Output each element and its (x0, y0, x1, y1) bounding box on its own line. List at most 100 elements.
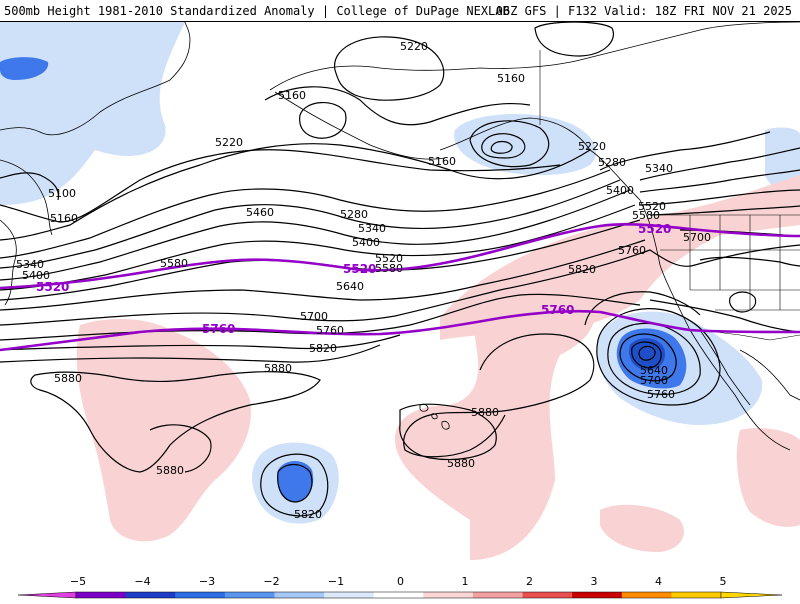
contour-label: 5700 (640, 374, 668, 387)
coastline-baja (699, 329, 751, 406)
contour-label: 5220 (215, 136, 243, 149)
contour-label: 5520 (375, 252, 403, 265)
coastline-kamchatka (0, 159, 53, 236)
contour-label: 5880 (471, 406, 499, 419)
contour-california-low-4 (631, 341, 662, 369)
contour-label: 5880 (156, 464, 184, 477)
legend-swatch (324, 592, 375, 598)
contour-5220-alaska (334, 36, 445, 101)
contour-5160-gulf-core (490, 140, 513, 154)
highlight-label: 5520 (36, 280, 69, 294)
darker-negative-core (629, 338, 666, 370)
contour-label: 5640 (336, 280, 364, 293)
contour-california-low-5 (638, 345, 656, 361)
contour-5760-highlight (0, 309, 800, 352)
contour-label: 5220 (400, 40, 428, 53)
contour-label: 5160 (50, 212, 78, 225)
contour-label: 5700 (683, 231, 711, 244)
legend-tick-label: 3 (591, 575, 598, 588)
legend-swatch (373, 592, 424, 598)
contour-5340 (0, 179, 621, 269)
contour-label: 5580 (632, 209, 660, 222)
legend-arrow-high (720, 591, 783, 599)
anomaly-area-east-ridge (395, 284, 596, 560)
contour-label: 5880 (264, 362, 292, 375)
anomaly-core-northwest (0, 57, 49, 80)
contour-5100 (0, 172, 60, 201)
legend-tick-label: 1 (462, 575, 469, 588)
anomaly-area-southeast (736, 428, 800, 527)
contour-rockies-small (729, 291, 757, 313)
contour-label: 5580 (160, 257, 188, 270)
contour-5160-gulf-outer (469, 120, 550, 168)
legend-swatch (125, 592, 176, 598)
anomaly-center-california (629, 338, 666, 370)
contour-5160-gulf-inner (481, 133, 526, 159)
contour-5820 (0, 344, 381, 363)
contour-california-low-3 (619, 333, 677, 382)
contour-label: 5880 (447, 457, 475, 470)
contour-label: 5640 (640, 364, 668, 377)
contour-label: 5820 (294, 508, 322, 521)
contour-label: 5400 (352, 236, 380, 249)
legend-arrow-low (17, 591, 77, 599)
legend-swatch (472, 592, 524, 598)
contour-label: 5820 (568, 263, 596, 276)
contour-label: 5340 (16, 258, 44, 271)
contour-label: 5280 (598, 156, 626, 169)
contour-5400 (0, 189, 631, 281)
contour-5640 (0, 244, 800, 326)
contour-5820-low-inner (277, 463, 313, 503)
contour-label: 5820 (309, 342, 337, 355)
contour-5880-south (149, 424, 212, 473)
highlight-label: 5760 (202, 322, 235, 336)
contour-5460 (0, 204, 636, 291)
contour-label: 5760 (316, 324, 344, 337)
header: 500mb Height 1981-2010 Standardized Anom… (0, 0, 800, 22)
contour-label: 5160 (497, 72, 525, 85)
coastline-asia (0, 22, 191, 136)
highlight-contours (0, 223, 800, 352)
legend-tick-label: 5 (720, 575, 727, 588)
contour-5820-low-outer (260, 453, 329, 517)
map-panel: 5220 5160 5160 5160 5160 5220 5220 5280 … (0, 22, 800, 568)
run-info: 06Z GFS | F132 Valid: 18Z FRI NOV 21 202… (495, 4, 792, 18)
contour-5880-west (30, 371, 321, 473)
contour-label: 5100 (48, 187, 76, 200)
legend-swatch (423, 592, 474, 598)
legend-tick-label: 2 (526, 575, 533, 588)
coastlines (0, 22, 800, 451)
highlight-labels: 5520 5520 5520 5760 5760 (36, 222, 671, 336)
contour-5580-east (649, 205, 800, 216)
contour-5760 (0, 334, 401, 351)
contour-label: 5400 (606, 184, 634, 197)
contour-label: 5760 (618, 244, 646, 257)
legend-tick-label: −5 (70, 575, 86, 588)
contour-5880-east (403, 333, 595, 458)
contour-labels: 5220 5160 5160 5160 5160 5220 5220 5280 … (16, 40, 711, 521)
coastline-alaska (269, 22, 800, 91)
contour-5400-east (639, 169, 800, 193)
coastline-mexico (739, 349, 800, 401)
legend-swatch (671, 592, 722, 598)
legend-tick-label: −4 (134, 575, 150, 588)
contour-5160-bering (264, 86, 531, 126)
legend-swatch (224, 592, 275, 598)
legend-tick-label: 0 (397, 575, 404, 588)
contour-5220 (0, 143, 591, 241)
legend-tick-label: 4 (655, 575, 662, 588)
legend-swatch (76, 592, 127, 598)
contour-label: 5160 (428, 155, 456, 168)
contour-label: 5700 (300, 310, 328, 323)
contour-5520-highlight (0, 223, 800, 290)
coastline-alaska-south (439, 117, 641, 201)
legend-swatch (274, 592, 325, 598)
anomaly-core-mid-pacific (277, 461, 314, 502)
contour-5160-aleutian (299, 102, 347, 139)
contour-label: 5580 (375, 262, 403, 275)
contour-5580 (0, 239, 646, 311)
contour-label: 5400 (22, 269, 50, 282)
legend-tick-label: −1 (328, 575, 344, 588)
contour-5520-east (639, 189, 800, 206)
contour-label: 5520 (638, 200, 666, 213)
